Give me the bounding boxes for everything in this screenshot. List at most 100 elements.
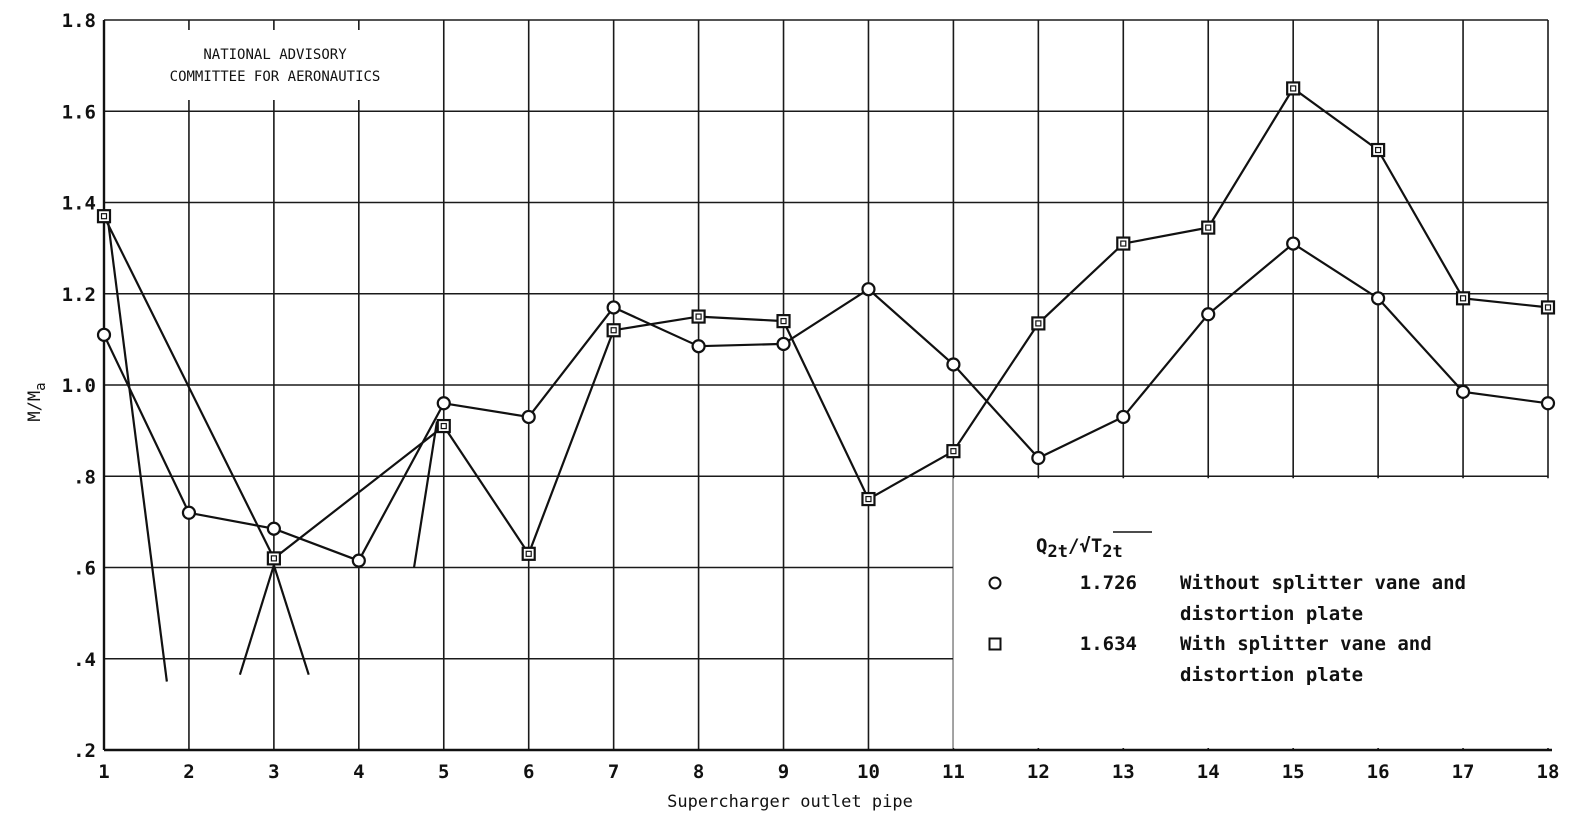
x-tick-label: 15 [1282,761,1305,783]
x-tick-label: 7 [608,761,619,783]
y-axis-label: M/Ma [25,382,49,421]
legend-label-line: distortion plate [1180,603,1363,625]
data-point-square [1540,300,1556,315]
data-point-circle [691,339,706,354]
x-tick-label: 2 [183,761,194,783]
x-tick-label: 13 [1112,761,1135,783]
x-tick-label: 11 [942,761,965,783]
y-tick-label: .6 [73,558,96,580]
data-point-circle [1455,384,1471,399]
data-point-square [861,491,876,507]
data-point-square-inner [695,313,702,320]
legend-header-part: Q [1036,535,1047,557]
data-point-square [1201,220,1216,235]
data-point-square-inner [1459,295,1467,302]
data-point-square [436,418,451,434]
x-axis-label: Supercharger outlet pipe [667,792,913,812]
leader-line [272,564,310,676]
data-point-square [1116,236,1131,251]
leader-lines [106,220,439,682]
data-point-square [776,314,791,329]
legend-header-part: T [1091,535,1102,557]
y-tick-label: 1.0 [62,375,96,397]
legend-marker-square [988,637,1002,651]
data-point-square-inner [1290,85,1297,92]
x-tick-label: 5 [438,761,449,783]
y-axis-label-main: M/M [25,391,45,422]
y-tick-label: 1.2 [62,284,96,306]
data-point-square [606,323,621,338]
leader-line [106,220,168,682]
data-point-circle [351,553,366,568]
y-tick-label: .4 [73,649,96,671]
legend-value: 1.634 [1080,633,1137,655]
data-point-circle [181,505,197,520]
x-tick-label: 16 [1367,761,1390,783]
x-tick-label: 9 [778,761,789,783]
data-point-square-inner [865,495,872,503]
x-tick-label: 3 [268,761,279,783]
data-point-square-inner [1035,320,1042,327]
legend-header-part: 2t [1047,542,1067,562]
data-point-square [1286,81,1301,96]
data-point-square-inner [270,555,277,562]
legend-header-part: 2t [1102,542,1122,562]
data-point-square [266,551,281,566]
x-tick-label: 18 [1537,761,1560,783]
legend-header-part: /√ [1068,535,1091,557]
data-point-circle [1031,450,1046,466]
series-line [103,86,1549,561]
data-point-square-inner [780,318,787,325]
data-point-circle [1116,409,1131,425]
data-point-circle [606,300,621,315]
credit-box: NATIONAL ADVISORY COMMITTEE FOR AERONAUT… [110,30,440,100]
data-point-square-inner [610,327,617,334]
data-point-circle [266,521,281,536]
data-point-circle [1371,291,1386,306]
data-point-square [1455,291,1471,306]
data-point-circle [1286,236,1301,251]
data-point-circle [776,336,791,352]
data-point-circle [96,327,112,342]
plot-frame [102,20,1552,752]
data-point-circle [861,282,876,297]
y-tick-label: 1.4 [62,193,96,215]
legend-label-line: Without splitter vane and [1180,572,1466,594]
data-point-square [1371,142,1386,158]
legend-box [953,478,1554,748]
x-tick-label: 12 [1027,761,1050,783]
data-point-circle [1540,396,1556,411]
series-line [103,242,1549,563]
data-point-square-inner [100,213,108,220]
x-tick-label: 6 [523,761,534,783]
credit-line-1: NATIONAL ADVISORY [203,47,347,63]
data-point-square-inner [440,422,447,430]
data-point-square [521,546,536,561]
x-tick-label: 4 [353,761,364,783]
data-point-square [1031,316,1046,331]
leader-line [412,421,439,568]
leader-line [238,564,275,676]
legend-marker-circle [988,576,1002,590]
data-point-square-inner [1205,224,1212,231]
data-point-square-inner [525,550,532,557]
legend-label-line: With splitter vane and [1180,633,1432,655]
tick-labels: 1 2 3 4 5 6 7 8 9 10 11 12 13 14 15 16 17 18.2.4.6.81.01.… [62,10,1560,783]
data-point-square [691,309,706,324]
data-point-square-inner [1375,146,1382,154]
data-point-square [96,209,112,224]
series-layer [96,81,1556,568]
data-point-square-inner [1120,240,1127,247]
data-point-circle [1201,307,1216,322]
x-tick-label: 1 [98,761,109,783]
y-tick-label: 1.8 [62,10,96,32]
y-tick-label: .2 [73,740,96,762]
y-tick-label: 1.6 [62,101,96,123]
x-tick-label: 8 [693,761,704,783]
x-tick-label: 14 [1197,761,1220,783]
legend-value: 1.726 [1080,572,1137,594]
x-tick-label: 10 [857,761,880,783]
y-tick-label: .8 [73,466,96,488]
credit-box-background [110,30,440,100]
